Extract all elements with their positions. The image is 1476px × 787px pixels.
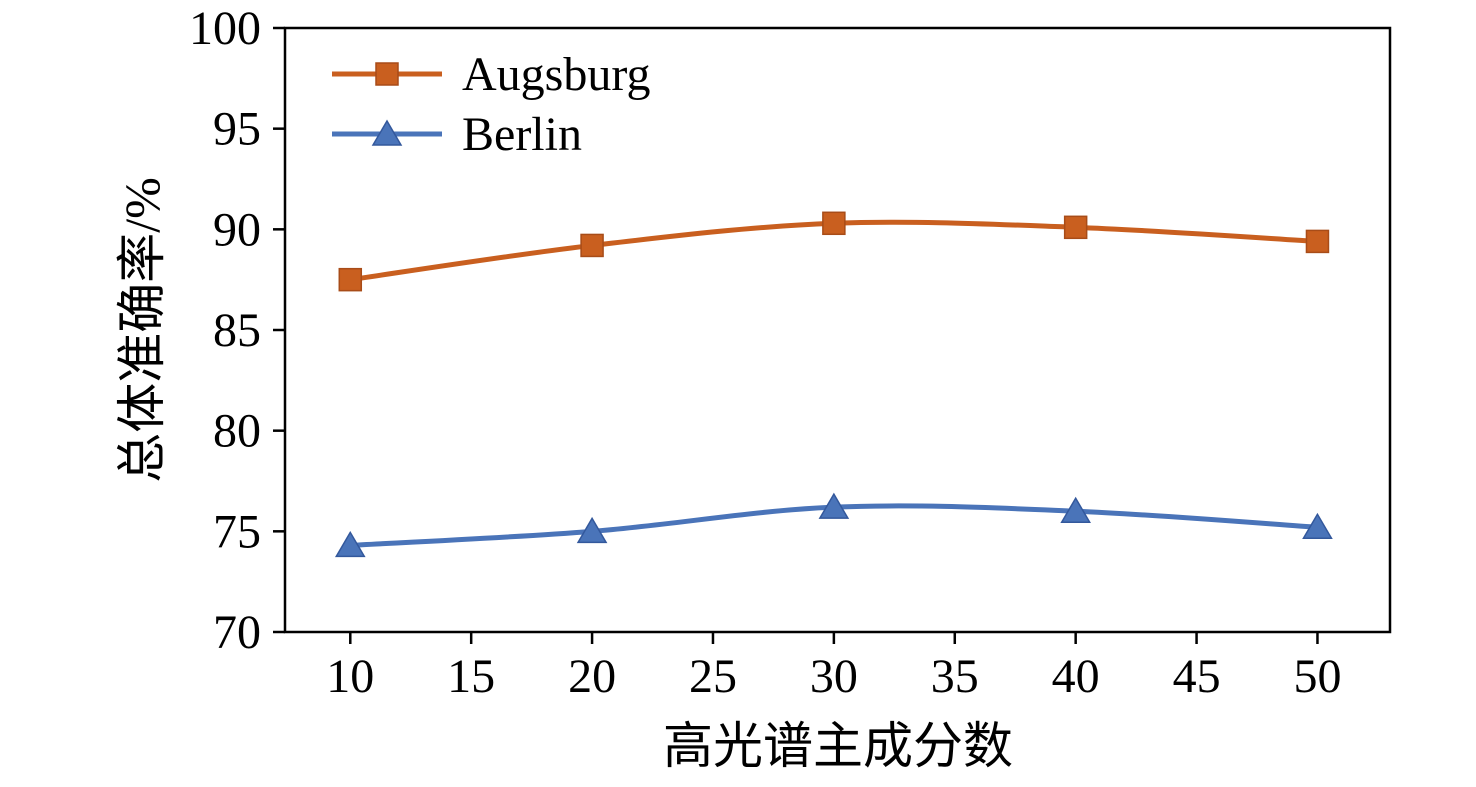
y-axis-label: 总体准确率/%: [114, 177, 170, 483]
y-tick-label: 90: [213, 203, 261, 256]
legend-label-berlin: Berlin: [462, 108, 582, 161]
y-tick-label: 75: [213, 505, 261, 558]
legend-label-augsburg: Augsburg: [462, 48, 650, 101]
x-tick-label: 25: [689, 650, 737, 703]
augsburg-marker: [338, 267, 363, 292]
berlin-marker: [1302, 512, 1333, 540]
berlin-marker: [1060, 496, 1091, 523]
x-tick-label: 20: [568, 650, 616, 703]
berlin-marker: [576, 516, 608, 544]
augsburg-marker: [1063, 215, 1088, 240]
x-axis-label: 高光谱主成分数: [663, 718, 1013, 774]
y-tick-label: 85: [213, 304, 261, 357]
berlin-marker: [334, 530, 366, 558]
augsburg-marker: [580, 233, 604, 258]
x-tick-label: 45: [1173, 650, 1221, 703]
y-tick-label: 100: [189, 2, 261, 55]
y-tick-label: 70: [213, 606, 261, 659]
x-tick-label: 10: [326, 650, 374, 703]
x-tick-label: 30: [810, 650, 858, 703]
x-tick-label: 50: [1293, 650, 1341, 703]
x-tick-label: 15: [447, 650, 495, 703]
y-tick-label: 95: [213, 103, 261, 156]
augsburg-marker: [375, 62, 399, 86]
augsburg-marker: [822, 211, 846, 236]
y-tick-label: 80: [213, 405, 261, 458]
berlin-marker: [371, 119, 403, 146]
augsburg-marker: [1305, 229, 1330, 254]
x-tick-label: 35: [931, 650, 979, 703]
x-tick-label: 40: [1052, 650, 1100, 703]
berlin-marker: [818, 492, 850, 519]
